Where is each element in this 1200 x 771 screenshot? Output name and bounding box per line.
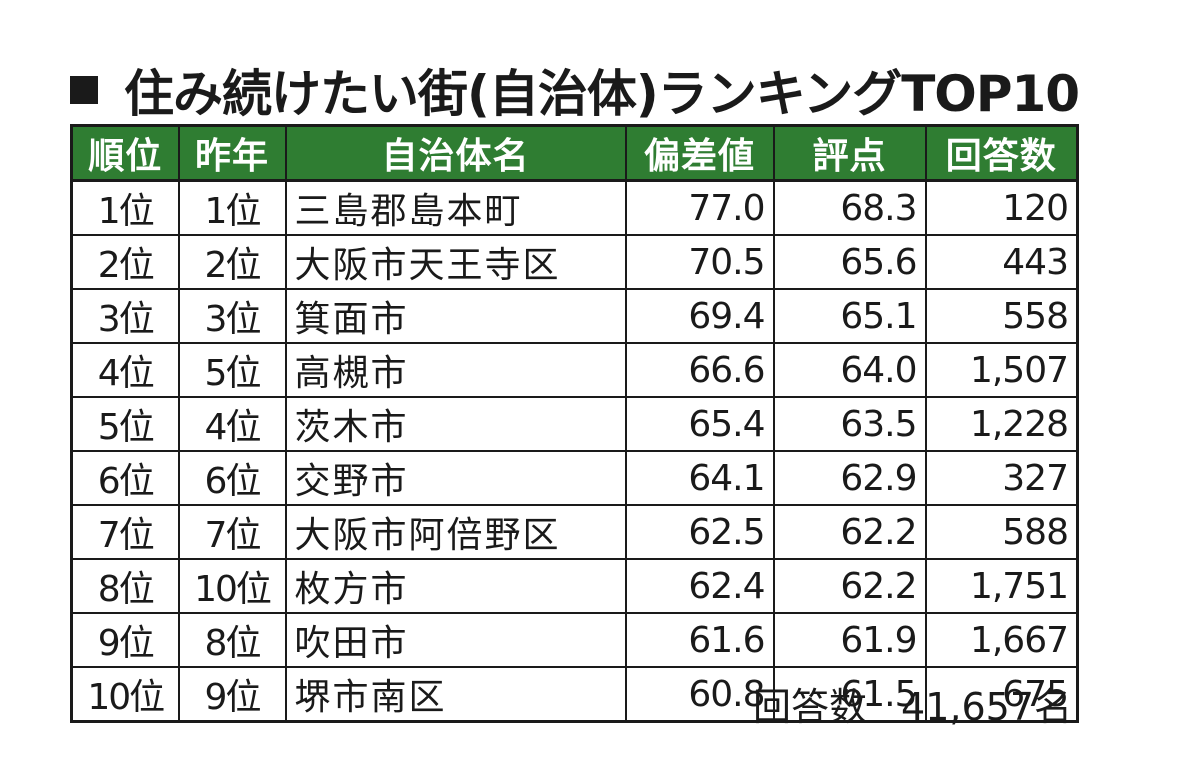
cell-deviation: 69.4 [624,288,775,344]
cell-score: 62.2 [772,504,927,560]
total-responses: 回答数 41,657名 [753,676,1072,731]
cell-last-year: 3位 [177,288,287,344]
cell-deviation: 62.5 [624,504,775,560]
cell-rank: 9位 [70,612,180,668]
cell-responses: 1,751 [924,558,1079,614]
cell-rank: 5位 [70,396,180,452]
cell-responses: 588 [924,504,1079,560]
cell-last-year: 2位 [177,234,287,290]
cell-score: 65.6 [772,234,927,290]
cell-municipality: 堺市南区 [284,666,627,723]
cell-score: 65.1 [772,288,927,344]
cell-rank: 10位 [70,666,180,723]
table-row: 5位 4位 茨木市 65.4 63.5 1,228 [70,396,1079,452]
table-row: 6位 6位 交野市 64.1 62.9 327 [70,450,1079,506]
cell-last-year: 8位 [177,612,287,668]
cell-deviation: 64.1 [624,450,775,506]
cell-municipality: 茨木市 [284,396,627,452]
cell-municipality: 大阪市天王寺区 [284,234,627,290]
cell-score: 63.5 [772,396,927,452]
page-title: 住み続けたい街(自治体)ランキングTOP10 [70,56,1080,124]
cell-deviation: 70.5 [624,234,775,290]
ranking-table: 順位 昨年 自治体名 偏差値 評点 回答数 1位 1位 三島郡島本町 77.0 68.3… [70,124,1079,723]
black-square-icon [70,76,98,104]
cell-municipality: 大阪市阿倍野区 [284,504,627,560]
footer-label: 回答数 [753,685,868,729]
cell-responses: 675 [924,666,1079,723]
cell-deviation: 62.4 [624,558,775,614]
cell-score: 61.5 [772,666,927,723]
cell-last-year: 9位 [177,666,287,723]
cell-municipality: 高槻市 [284,342,627,398]
cell-rank: 8位 [70,558,180,614]
cell-responses: 1,228 [924,396,1079,452]
table-row: 1位 1位 三島郡島本町 77.0 68.3 120 [70,179,1079,236]
table-row: 9位 8位 吹田市 61.6 61.9 1,667 [70,612,1079,668]
cell-deviation: 65.4 [624,396,775,452]
cell-last-year: 6位 [177,450,287,506]
table-row: 7位 7位 大阪市阿倍野区 62.5 62.2 588 [70,504,1079,560]
cell-responses: 120 [924,179,1079,236]
cell-rank: 6位 [70,450,180,506]
cell-responses: 1,507 [924,342,1079,398]
cell-last-year: 10位 [177,558,287,614]
table-header-row: 順位 昨年 自治体名 偏差値 評点 回答数 [70,125,1079,182]
cell-municipality: 箕面市 [284,288,627,344]
cell-deviation: 61.6 [624,612,775,668]
table-row: 10位 9位 堺市南区 60.8 61.5 675 [70,666,1079,723]
table-body: 1位 1位 三島郡島本町 77.0 68.3 120 2位 2位 大阪市天王寺区 70.5 65.6… [70,179,1079,723]
cell-score: 62.9 [772,450,927,506]
cell-rank: 2位 [70,234,180,290]
header-last-year: 昨年 [177,125,287,182]
cell-rank: 1位 [70,179,180,236]
cell-responses: 443 [924,234,1079,290]
cell-rank: 7位 [70,504,180,560]
cell-responses: 1,667 [924,612,1079,668]
cell-rank: 4位 [70,342,180,398]
cell-responses: 558 [924,288,1079,344]
cell-deviation: 66.6 [624,342,775,398]
cell-municipality: 交野市 [284,450,627,506]
cell-last-year: 1位 [177,179,287,236]
table-row: 8位 10位 枚方市 62.4 62.2 1,751 [70,558,1079,614]
title-text: 住み続けたい街(自治体)ランキングTOP10 [124,65,1080,123]
cell-last-year: 4位 [177,396,287,452]
footer-value: 41,657名 [901,685,1072,729]
cell-municipality: 枚方市 [284,558,627,614]
cell-rank: 3位 [70,288,180,344]
cell-last-year: 7位 [177,504,287,560]
table-row: 4位 5位 高槻市 66.6 64.0 1,507 [70,342,1079,398]
header-rank: 順位 [70,125,180,182]
header-municipality: 自治体名 [284,125,627,182]
header-deviation: 偏差値 [624,125,775,182]
cell-score: 62.2 [772,558,927,614]
cell-deviation: 60.8 [624,666,775,723]
cell-score: 61.9 [772,612,927,668]
header-responses: 回答数 [924,125,1079,182]
cell-municipality: 三島郡島本町 [284,179,627,236]
cell-score: 64.0 [772,342,927,398]
cell-last-year: 5位 [177,342,287,398]
cell-deviation: 77.0 [624,179,775,236]
cell-score: 68.3 [772,179,927,236]
header-score: 評点 [772,125,927,182]
cell-responses: 327 [924,450,1079,506]
table-row: 2位 2位 大阪市天王寺区 70.5 65.6 443 [70,234,1079,290]
table-row: 3位 3位 箕面市 69.4 65.1 558 [70,288,1079,344]
cell-municipality: 吹田市 [284,612,627,668]
